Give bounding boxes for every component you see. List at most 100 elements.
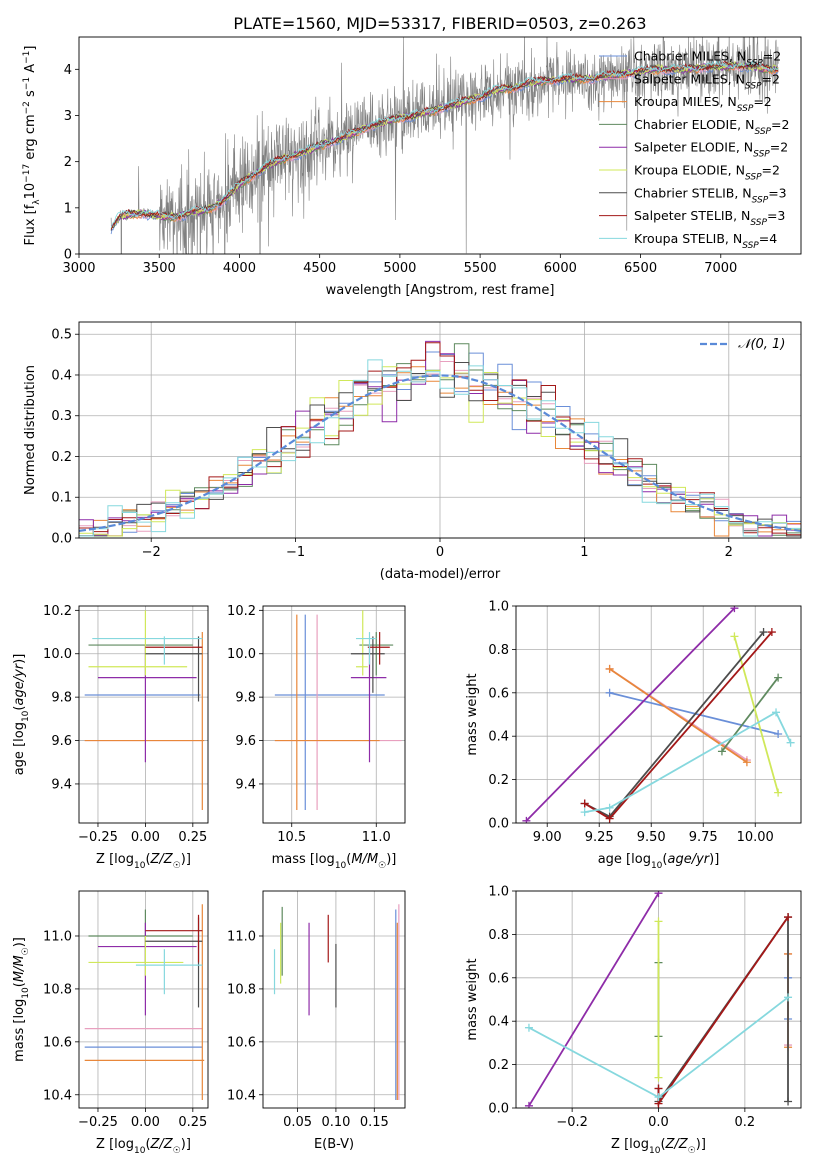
residuals-ytick-label: 0.3 xyxy=(51,409,72,424)
residuals-ytick-label: 0.0 xyxy=(51,532,72,547)
age_vs_mass-ytick-label: 10.2 xyxy=(227,604,256,619)
massweight_vs_Z-xtick-label: 0.0 xyxy=(648,1115,669,1130)
residuals-ytick-label: 0.1 xyxy=(51,491,72,506)
errorbar-point xyxy=(97,645,197,763)
plus-marker xyxy=(654,1093,663,1102)
massweight_vs_Z-frame: −0.2 0.0 0.2 0.0 0.2 0.4 0.6 0.8 1.0 Z [log10(Z/Z… xyxy=(465,885,802,1156)
spectrum-axes: 3000 3500 4000 4500 5000 5500 6000 6500 7000 0 1 2 3… xyxy=(22,36,802,298)
age_vs_Z-plot-area xyxy=(84,610,205,810)
plus-marker xyxy=(774,788,783,797)
errorbar-point xyxy=(88,909,193,963)
spectrum-xlabel: wavelength [Angstrom, rest frame] xyxy=(326,283,555,298)
legend-entry: Salpeter STELIB, NSSP=3 xyxy=(634,208,785,228)
mass_vs_ebv-axes: 0.05 0.10 0.15 10.4 10.6 10.8 11.0 E(B-V) xyxy=(227,890,406,1152)
residuals-ytick-label: 0.2 xyxy=(51,450,72,465)
age_vs_Z-ytick-label: 9.4 xyxy=(51,777,72,792)
mass-weight-line xyxy=(733,636,779,793)
age_vs_mass-ytick-label: 9.6 xyxy=(235,734,256,749)
mass_vs_ebv-ytick-label: 10.4 xyxy=(227,1088,256,1103)
massweight_vs_age-ytick-label: 0.4 xyxy=(488,730,509,745)
mass-weight-line xyxy=(525,607,736,822)
mass_vs_ebv-ytick-label: 11.0 xyxy=(227,929,256,944)
errorbar-point xyxy=(274,614,385,810)
massweight_vs_age-xtick-label: 9.50 xyxy=(637,830,666,845)
age_vs_Z-frame: −0.25 0.00 0.25 9.4 9.6 9.8 10.0 10.2 Z [log10(Z… xyxy=(12,604,209,871)
massweight_vs_Z-xtick-label: 0.2 xyxy=(735,1115,756,1130)
mass_vs_Z-xtick-label: 0.25 xyxy=(178,1115,207,1130)
age_vs_mass-grid xyxy=(263,606,405,823)
massweight_vs_Z-axes: −0.2 0.0 0.2 0.0 0.2 0.4 0.6 0.8 1.0 Z [log10(Z/Z… xyxy=(465,885,802,1156)
spectrum-frame: 3000 3500 4000 4500 5000 5500 6000 6500 7000 0 1 2 3… xyxy=(22,36,802,298)
massweight_vs_Z-ytick-label: 0.6 xyxy=(488,971,509,986)
spectrum-xtick-label: 3000 xyxy=(62,261,95,276)
plus-marker xyxy=(522,816,531,823)
massweight_vs_age-xtick-label: 9.00 xyxy=(533,830,562,845)
normal-curve xyxy=(79,374,801,532)
spectrum-ytick-label: 0 xyxy=(64,248,72,263)
massweight_vs_age-ytick-label: 0.0 xyxy=(488,817,509,832)
massweight_vs_age-xlabel: age [log10(age/yr)] xyxy=(598,852,720,871)
legend-entry: Chabrier ELODIE, NSSP=2 xyxy=(634,117,789,137)
age_vs_Z-ylabel: age [log10(age/yr)] xyxy=(12,654,31,776)
plus-marker xyxy=(772,708,781,717)
massweight_vs_age-xtick-label: 9.25 xyxy=(585,830,614,845)
age_vs_Z-axes: −0.25 0.00 0.25 9.4 9.6 9.8 10.0 10.2 Z [log10(Z… xyxy=(12,604,209,871)
massweight_vs_age-plot-area xyxy=(522,606,795,823)
mass_vs_ebv-xtick-label: 0.15 xyxy=(360,1115,389,1130)
errorbar-point xyxy=(367,632,390,665)
residuals-xlabel: (data-model)/error xyxy=(380,567,501,582)
residuals-xtick-label: −2 xyxy=(142,545,161,560)
spectrum-model-line xyxy=(110,60,779,230)
errorbar-point xyxy=(84,904,205,1101)
legend-entry: Chabrier STELIB, NSSP=3 xyxy=(634,185,787,205)
plus-marker xyxy=(524,1101,533,1108)
residuals-axes: −2 −1 0 1 2 0.0 0.1 0.2 0.3 0.4 0.5 𝒩(0, 1) (data-mo… xyxy=(23,321,802,582)
age_vs_Z-xtick-label: 0.00 xyxy=(131,830,160,845)
residuals-plot-area xyxy=(79,340,801,537)
massweight_vs_age-xtick-label: 9.75 xyxy=(689,830,718,845)
massweight_vs_age-ytick-label: 1.0 xyxy=(488,600,509,615)
plus-marker xyxy=(654,891,663,898)
mass_vs_Z-grid xyxy=(79,891,208,1108)
age_vs_Z-xtick-label: 0.25 xyxy=(178,830,207,845)
mass_vs_Z-plot-area xyxy=(84,904,205,1101)
massweight_vs_age-ytick-label: 0.6 xyxy=(488,686,509,701)
spectrum-xtick-label: 6000 xyxy=(544,261,577,276)
age_vs_mass-ytick-label: 9.8 xyxy=(235,691,256,706)
residuals-ytick-label: 0.4 xyxy=(51,368,72,383)
legend-entry: 𝒩(0, 1) xyxy=(738,337,785,352)
massweight_vs_age-frame: 9.00 9.25 9.50 9.75 10.00 0.0 0.2 0.4 0.6 0.8 1.0 a… xyxy=(465,600,802,871)
plus-marker xyxy=(774,673,783,682)
age_vs_mass-axes: 10.5 11.0 9.4 9.6 9.8 10.0 10.2 mass [log10(M/M… xyxy=(227,604,406,871)
mass_vs_Z-axes: −0.25 0.00 0.25 10.4 10.6 10.8 11.0 Z [log10(Z/… xyxy=(12,890,209,1156)
plus-marker xyxy=(774,730,783,739)
spectrum-xtick-label: 4500 xyxy=(303,261,336,276)
plus-marker xyxy=(786,738,795,747)
mass_vs_Z-xtick-label: 0.00 xyxy=(131,1115,160,1130)
mass_vs_Z-xlabel: Z [log10(Z/Z☉)] xyxy=(96,1137,191,1156)
legend-entry: Kroupa MILES, NSSP=2 xyxy=(634,94,772,114)
plus-marker xyxy=(654,917,663,926)
mass_vs_ebv-ytick-label: 10.6 xyxy=(227,1035,256,1050)
massweight_vs_age-ylabel: mass weight xyxy=(465,673,480,755)
errorbar-point xyxy=(355,610,368,676)
mass_vs_ebv-ytick-label: 10.8 xyxy=(227,982,256,997)
plus-marker xyxy=(717,747,726,756)
legend-entry: Kroupa ELODIE, NSSP=2 xyxy=(634,163,780,183)
plus-marker xyxy=(605,664,614,673)
plus-marker xyxy=(784,993,793,1002)
residuals-ytick-label: 0.5 xyxy=(51,328,72,343)
plus-marker xyxy=(580,799,589,808)
spectrum-ytick-label: 1 xyxy=(64,201,72,216)
plus-marker xyxy=(730,632,739,641)
mass_vs_Z-ylabel: mass [log10(M/M☉)] xyxy=(12,937,31,1062)
errorbar-point xyxy=(274,614,402,810)
mass_vs_ebv-xtick-label: 0.10 xyxy=(321,1115,350,1130)
massweight_vs_Z-ytick-label: 0.2 xyxy=(488,1058,509,1073)
age_vs_Z-xlabel: Z [log10(Z/Z☉)] xyxy=(96,852,191,871)
age_vs_Z-ytick-label: 9.8 xyxy=(51,691,72,706)
age_vs_mass-xtick-label: 10.5 xyxy=(277,830,306,845)
spectrum-xtick-label: 5000 xyxy=(383,261,416,276)
errorbar-point xyxy=(84,632,205,810)
age_vs_Z-ytick-label: 9.6 xyxy=(51,734,72,749)
